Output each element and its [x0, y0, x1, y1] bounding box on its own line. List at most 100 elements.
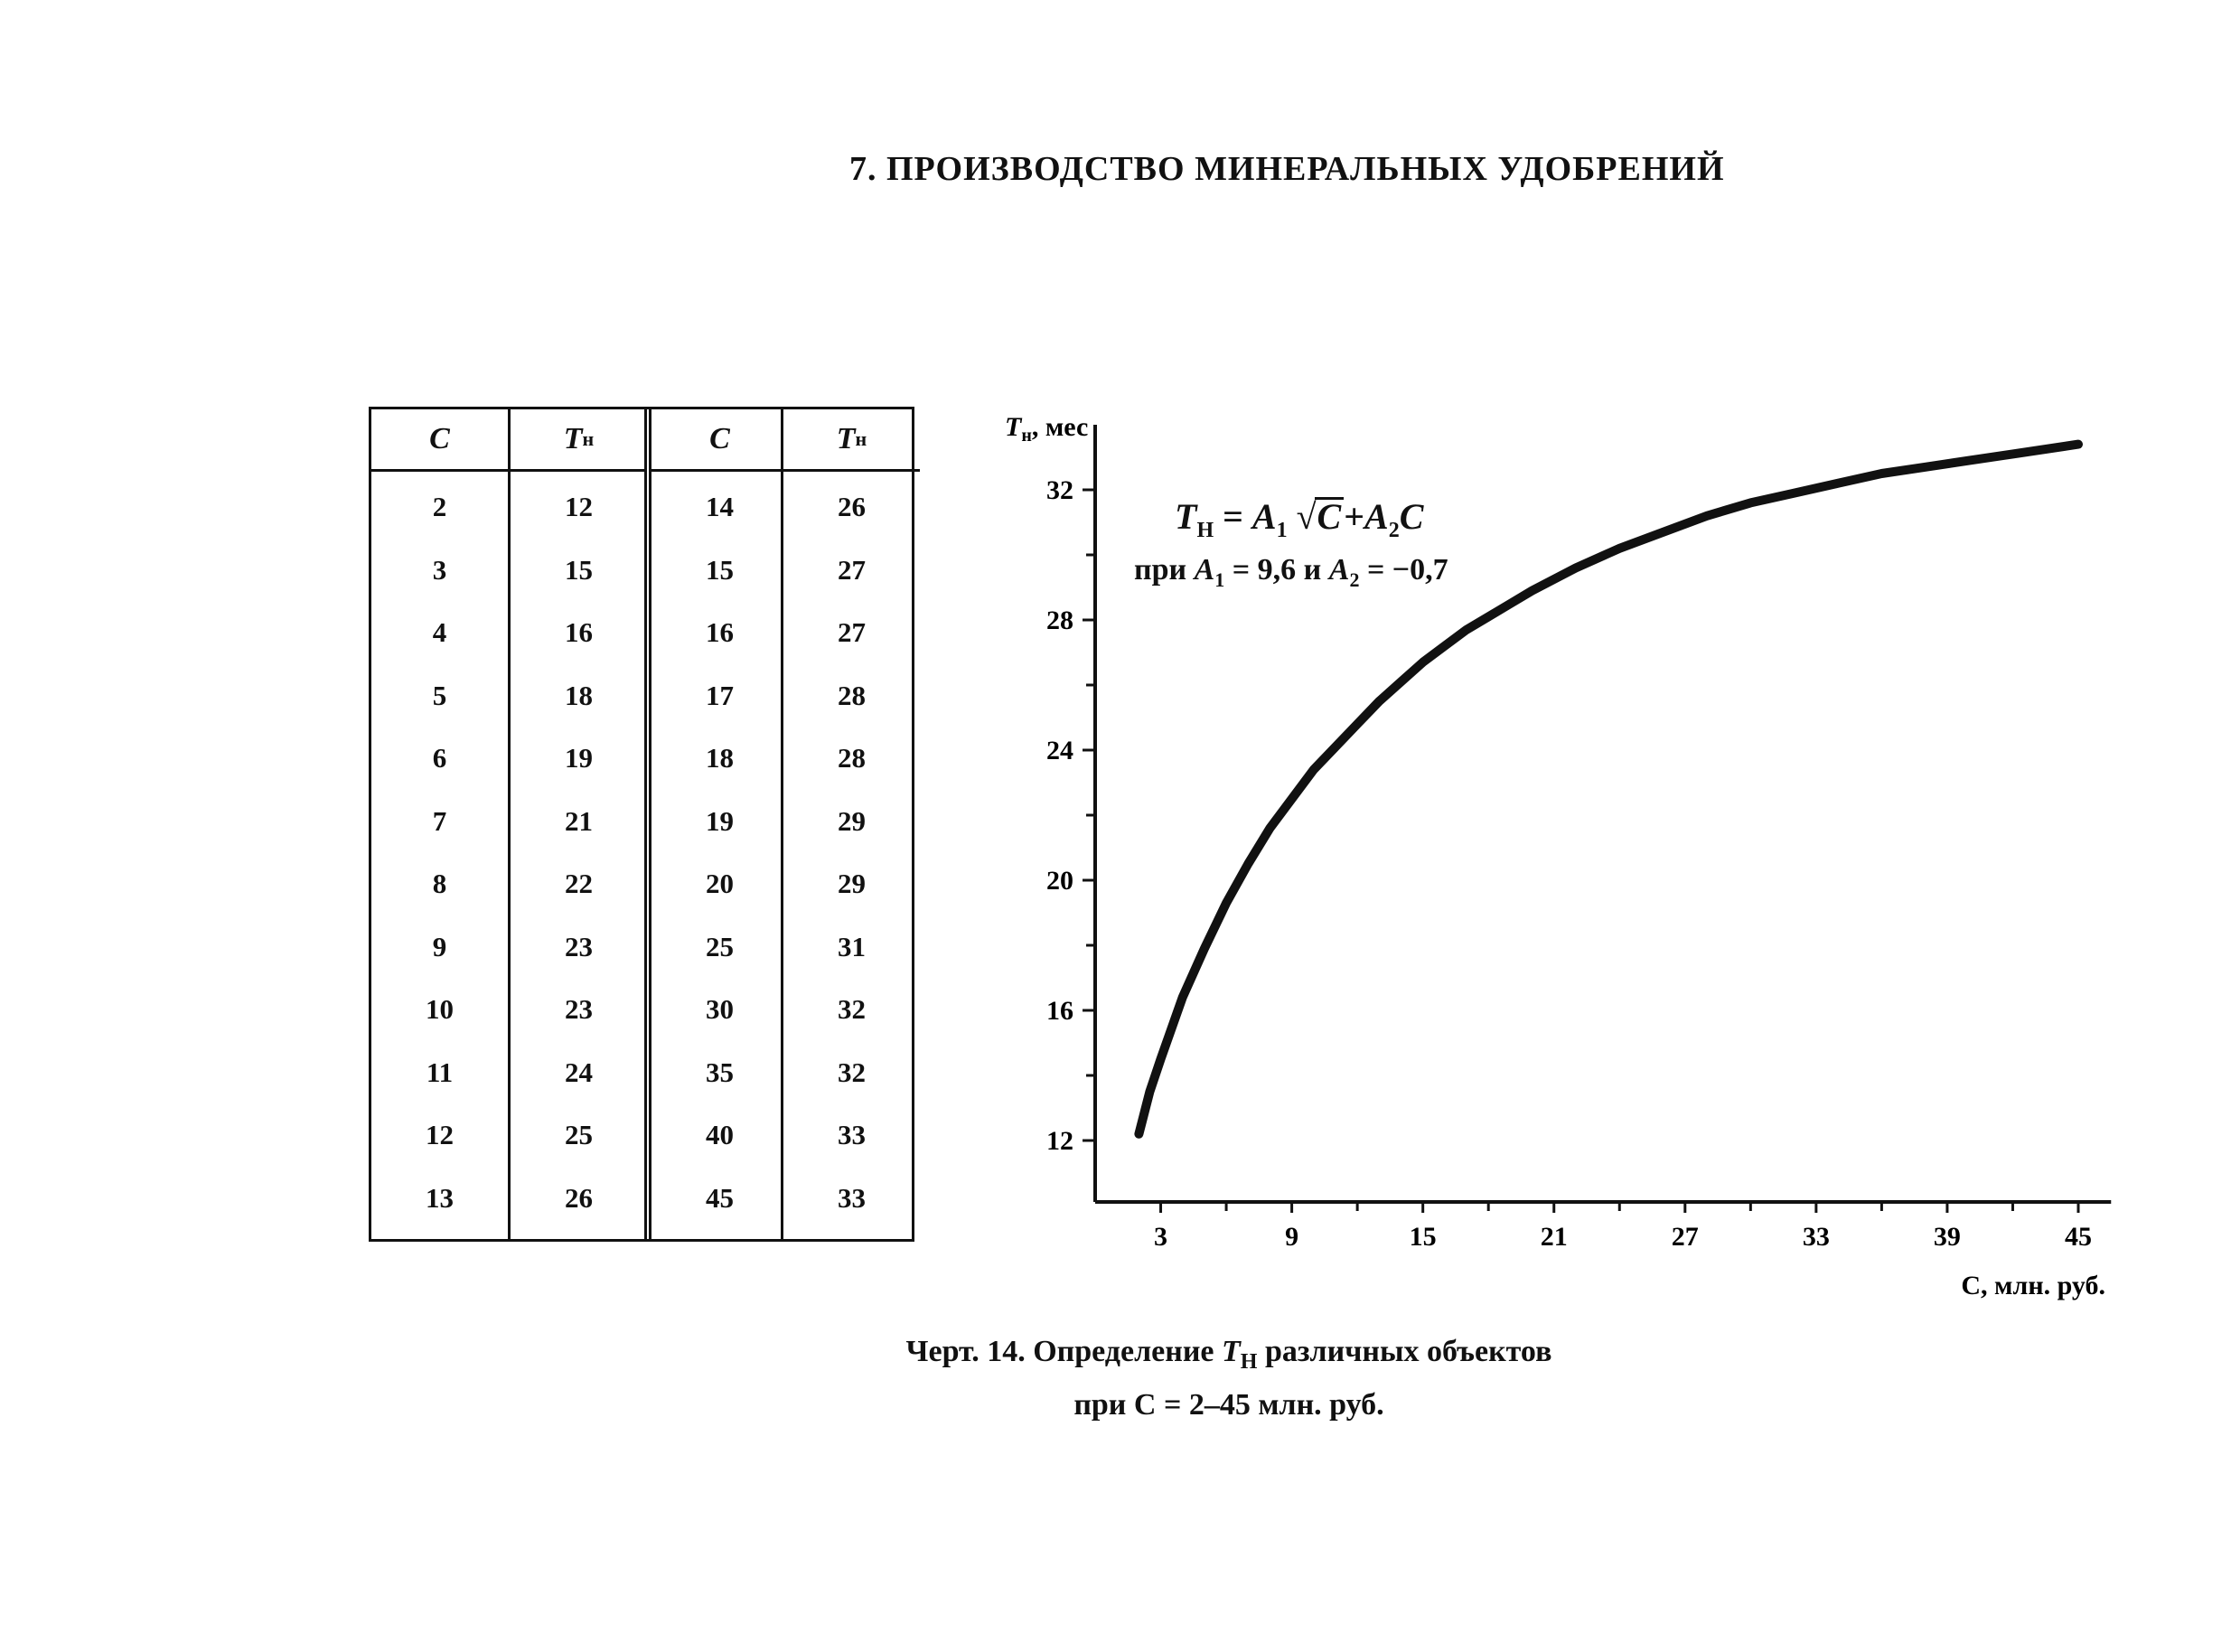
- table-cell: 33: [838, 1119, 866, 1150]
- table-cell: 18: [706, 742, 734, 774]
- table-cell: 10: [426, 993, 454, 1025]
- y-axis-label: Tн, мес: [1005, 412, 1088, 446]
- formula-cond-a2-value: = −0,7: [1359, 553, 1448, 587]
- caption-line-2: при C = 2–45 млн. руб.: [1073, 1387, 1384, 1422]
- table-cell: 9: [432, 930, 447, 962]
- formula-equals: =: [1214, 496, 1252, 537]
- y-axis-label-main: T: [1005, 412, 1023, 442]
- table-cell: 17: [706, 679, 734, 711]
- table-cell: 24: [565, 1056, 593, 1088]
- table-cell: 11: [426, 1056, 454, 1088]
- table-cell: 26: [838, 491, 866, 522]
- table-cell: 8: [432, 868, 447, 899]
- x-axis-label: C, млн. руб.: [1961, 1271, 2105, 1300]
- table-cell: 29: [838, 868, 866, 899]
- table-cell: 28: [838, 679, 866, 711]
- formula-cond-a1-value: = 9,6 и: [1224, 553, 1329, 587]
- table-cell: 33: [838, 1181, 866, 1214]
- y-tick-label: 12: [1046, 1126, 1073, 1156]
- table-cell: 26: [565, 1181, 593, 1214]
- table-cell: 19: [706, 804, 734, 837]
- table-cell: 32: [838, 993, 866, 1025]
- table-cell: 4: [432, 616, 447, 648]
- table-cell: 25: [565, 1119, 593, 1150]
- y-tick-label: 32: [1046, 475, 1073, 505]
- table-cell: 30: [706, 993, 734, 1025]
- y-tick-label: 24: [1046, 736, 1073, 765]
- x-tick-label: 21: [1541, 1222, 1568, 1252]
- table-cell: 18: [565, 679, 593, 711]
- sqrt-icon: √: [1296, 496, 1317, 537]
- table-cell: 25: [706, 930, 734, 962]
- formula-c: C: [1399, 496, 1424, 537]
- table-cell: 7: [432, 804, 447, 837]
- chart-formula: TН = A1 √C+A2C: [1175, 495, 1423, 543]
- y-axis-label-suffix: , мес: [1032, 412, 1088, 442]
- formula-cond-a2: A2: [1328, 553, 1360, 591]
- y-tick-label: 16: [1046, 996, 1073, 1026]
- table-cell: 3: [432, 553, 447, 586]
- formula-lhs: T: [1175, 496, 1197, 537]
- table-cell: 27: [838, 616, 866, 648]
- duration-curve: [1134, 439, 2083, 1139]
- table-cell: 27: [838, 553, 866, 586]
- table-cell: 35: [706, 1056, 734, 1088]
- table-cell: 45: [706, 1181, 734, 1214]
- table-cell: 28: [838, 742, 866, 774]
- y-axis-label-sub: н: [1021, 426, 1032, 446]
- x-tick-label: 3: [1154, 1222, 1167, 1252]
- formula-a1-sub: 1: [1276, 519, 1288, 542]
- x-tick-label: 33: [1803, 1222, 1830, 1252]
- table-cell: 13: [426, 1181, 454, 1214]
- table-column: C 2 3 4 5 6 7 8 9 10 11 12 13: [371, 409, 508, 1239]
- table-cell: 23: [565, 993, 593, 1025]
- formula-cond-a1: A1: [1194, 553, 1225, 591]
- table-cell: 23: [565, 930, 593, 962]
- formula-cond-prefix: при: [1134, 553, 1195, 587]
- x-tick-label: 39: [1934, 1222, 1961, 1252]
- table-cell: 5: [432, 679, 447, 711]
- table-cell: 29: [838, 804, 866, 837]
- table-cell: 32: [838, 1056, 866, 1088]
- x-axis-ticks: 3 9 15 21 27 33 39 45: [1154, 1202, 2092, 1252]
- formula-a2: A: [1364, 496, 1389, 537]
- table-cell: 2: [432, 491, 447, 522]
- table-cell: 6: [432, 742, 447, 774]
- formula-sqrt-arg: C: [1314, 497, 1345, 535]
- table-cell: 40: [706, 1119, 734, 1150]
- table-cell: 20: [706, 868, 734, 899]
- table-cell: 15: [565, 553, 593, 586]
- x-tick-label: 9: [1285, 1222, 1298, 1252]
- table-column: C 14 15 16 17 18 19 20 25 30 35 40 45: [644, 409, 788, 1239]
- table-cell: 21: [565, 804, 593, 837]
- y-tick-label: 28: [1046, 605, 1073, 635]
- table-cell: 31: [838, 930, 866, 962]
- table-cell: 19: [565, 742, 593, 774]
- x-tick-label: 15: [1410, 1222, 1437, 1252]
- table-cell: 12: [426, 1119, 454, 1150]
- x-tick-label: 27: [1672, 1222, 1699, 1252]
- caption-line-1: Черт. 14. Определение TН различных объек…: [905, 1335, 1552, 1374]
- figure-caption: Черт. 14. Определение TН различных объек…: [895, 1330, 1563, 1427]
- x-tick-label: 45: [2065, 1222, 2092, 1252]
- section-heading: 7. ПРОИЗВОДСТВО МИНЕРАЛЬНЫХ УДОБРЕНИЙ: [849, 150, 1725, 188]
- table-header: C: [371, 409, 508, 472]
- table-cell: 15: [706, 553, 734, 586]
- table-cell: 22: [565, 868, 593, 899]
- table-cell: 16: [706, 616, 734, 648]
- table-header: C: [651, 409, 788, 472]
- table-cell: 14: [706, 491, 734, 522]
- formula-lhs-sub: Н: [1196, 519, 1214, 542]
- y-axis-ticks: 12 16 20 24 28 32: [1046, 475, 1095, 1156]
- formula-condition: при A1 = 9,6 и A2 = −0,7: [1134, 553, 1448, 592]
- y-tick-label: 20: [1046, 866, 1073, 896]
- table-cell: 16: [565, 616, 593, 648]
- table-cell: 12: [565, 491, 593, 522]
- formula-a1: A: [1251, 496, 1277, 537]
